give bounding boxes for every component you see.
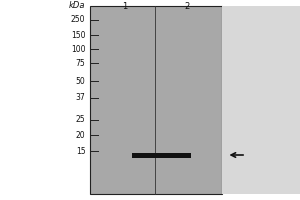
Bar (132, 153, 190, 158)
Text: 100: 100 (71, 45, 85, 53)
Text: 20: 20 (76, 131, 86, 140)
Text: 1: 1 (122, 2, 127, 11)
Text: 2: 2 (185, 2, 190, 11)
Text: kDa: kDa (69, 1, 85, 10)
Bar (90, 6, 222, 194)
Text: 75: 75 (76, 58, 85, 68)
Text: 150: 150 (71, 30, 85, 40)
Text: 25: 25 (76, 116, 86, 124)
Text: 15: 15 (76, 146, 86, 156)
Bar (222, 6, 300, 194)
Text: 50: 50 (76, 76, 85, 86)
Text: 37: 37 (76, 94, 85, 102)
Text: 250: 250 (71, 16, 85, 24)
